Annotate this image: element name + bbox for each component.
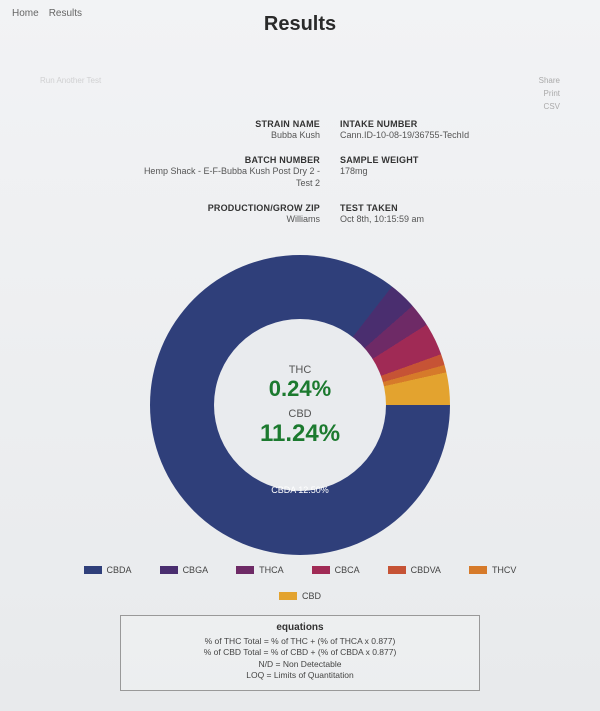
donut-caption: CBDA 12.50% [150, 485, 450, 495]
legend-label: THCV [492, 565, 517, 575]
breadcrumb-results[interactable]: Results [49, 8, 82, 19]
label: STRAIN NAME [140, 119, 320, 129]
value: 178mg [340, 166, 540, 177]
value: Hemp Shack - E-F-Bubba Kush Post Dry 2 -… [140, 166, 320, 189]
breadcrumb-home[interactable]: Home [12, 8, 39, 19]
equations-line: N/D = Non Detectable [129, 659, 471, 670]
value: Williams [140, 214, 320, 225]
label: BATCH NUMBER [140, 155, 320, 165]
cbd-value: 11.24% [260, 420, 340, 448]
thc-label: THC [289, 364, 312, 376]
legend-label: CBGA [183, 565, 209, 575]
run-another-button[interactable]: Run Another Test [40, 76, 101, 115]
label: PRODUCTION/GROW ZIP [140, 203, 320, 213]
print-button[interactable]: Print [539, 89, 560, 98]
legend-label: CBCA [335, 565, 360, 575]
legend-swatch [236, 566, 254, 574]
legend-item: THCV [469, 565, 517, 575]
legend-item: CBGA [160, 565, 209, 575]
legend-swatch [312, 566, 330, 574]
legend-item: CBCA [312, 565, 360, 575]
legend-label: CBDVA [411, 565, 441, 575]
legend-item: CBDVA [388, 565, 441, 575]
donut-chart: THC 0.24% CBD 11.24% CBDA 12.50% [150, 255, 450, 555]
equations-line: % of CBD Total = % of CBD + (% of CBDA x… [129, 647, 471, 658]
info-test-taken: TEST TAKEN Oct 8th, 10:15:59 am [340, 203, 540, 225]
legend-item: THCA [236, 565, 284, 575]
legend-item: CBDA [84, 565, 132, 575]
equations-line: % of THC Total = % of THC + (% of THCA x… [129, 636, 471, 647]
info-strain-name: STRAIN NAME Bubba Kush [140, 119, 320, 141]
csv-button[interactable]: CSV [539, 102, 560, 111]
legend-swatch [279, 592, 297, 600]
value: Bubba Kush [140, 130, 320, 141]
legend-swatch [160, 566, 178, 574]
equations-box: equations % of THC Total = % of THC + (%… [120, 615, 480, 691]
value: Cann.ID-10-08-19/36755-TechId [340, 130, 540, 141]
value: Oct 8th, 10:15:59 am [340, 214, 540, 225]
legend-label: CBDA [107, 565, 132, 575]
legend-swatch [84, 566, 102, 574]
page-title: Results [0, 13, 600, 36]
info-intake-number: INTAKE NUMBER Cann.ID-10-08-19/36755-Tec… [340, 119, 540, 141]
label: INTAKE NUMBER [340, 119, 540, 129]
donut-center: THC 0.24% CBD 11.24% [214, 319, 386, 491]
label: TEST TAKEN [340, 203, 540, 213]
legend-label: CBD [302, 591, 321, 601]
legend-label: THCA [259, 565, 284, 575]
thc-value: 0.24% [269, 376, 331, 402]
cbd-label: CBD [288, 408, 311, 420]
legend-item: CBD [279, 591, 321, 601]
legend-swatch [469, 566, 487, 574]
equations-line: LOQ = Limits of Quantitation [129, 670, 471, 681]
equations-title: equations [129, 622, 471, 633]
info-sample-weight: SAMPLE WEIGHT 178mg [340, 155, 540, 189]
info-grid: STRAIN NAME Bubba Kush INTAKE NUMBER Can… [140, 119, 600, 225]
label: SAMPLE WEIGHT [340, 155, 540, 165]
info-production-zip: PRODUCTION/GROW ZIP Williams [140, 203, 320, 225]
share-button[interactable]: Share [539, 76, 560, 85]
legend-swatch [388, 566, 406, 574]
legend: CBDA CBGA THCA CBCA CBDVA THCV CBD [50, 565, 550, 601]
info-batch-number: BATCH NUMBER Hemp Shack - E-F-Bubba Kush… [140, 155, 320, 189]
